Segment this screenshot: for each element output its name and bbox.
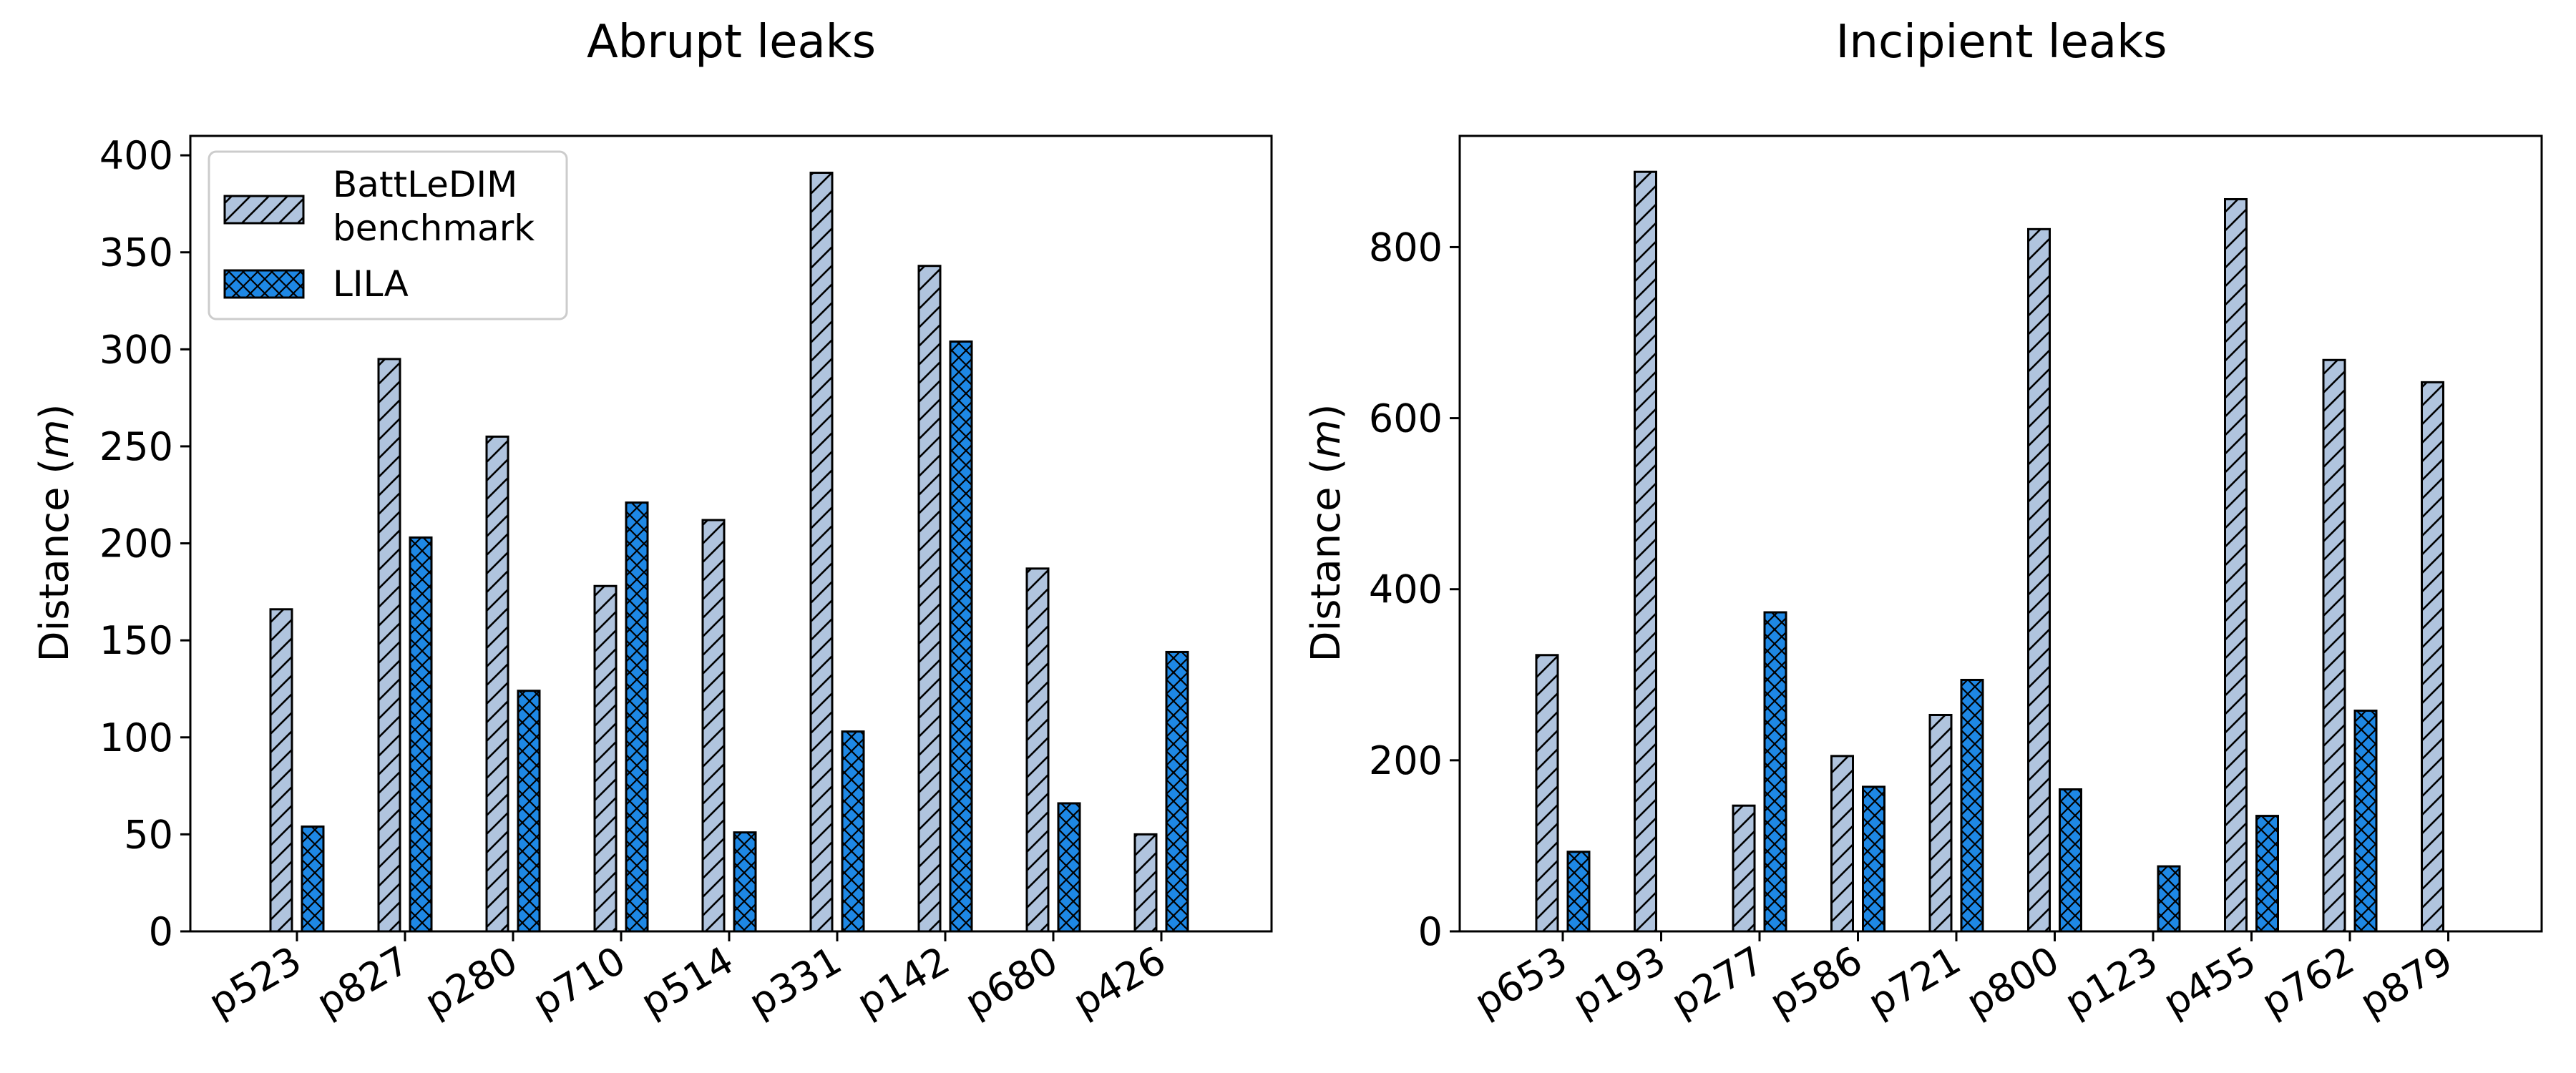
y-axis-label: Distance (m) [1303, 404, 1350, 662]
bar-benchmark [377, 358, 401, 933]
bar-benchmark [917, 265, 942, 933]
x-tick-label: p426 [1065, 938, 1173, 1026]
chart-title: Incipient leaks [1836, 16, 2167, 69]
incipient-leaks-panel: Incipient leaks Distance (m) 0 200 400 600 8… [1303, 16, 2543, 1026]
y-tick-label: 400 [1369, 567, 1443, 612]
x-tick-label: p827 [309, 938, 416, 1026]
bar-lila [1960, 678, 1984, 933]
bar-lila [1566, 851, 1591, 933]
plot-frame [189, 134, 1273, 933]
x-tick-label: p653 [1467, 938, 1574, 1026]
chart-title: Abrupt leaks [587, 16, 876, 69]
legend: BattLeDIM benchmark LILA [208, 150, 568, 320]
x-tick-label: p455 [2156, 938, 2263, 1026]
legend-swatch-benchmark [223, 195, 305, 225]
legend-label-benchmark-line1: BattLeDIM [333, 164, 517, 205]
y-tick-label: 200 [1369, 738, 1443, 783]
bar-benchmark [485, 435, 509, 933]
bar-lila [2157, 865, 2181, 933]
legend-swatch-lila [223, 269, 305, 299]
bar-benchmark [2224, 197, 2248, 933]
plot-frame [1458, 134, 2543, 933]
y-axis-ticks: 0 200 400 600 800 [1369, 225, 1460, 954]
bar-lila [1165, 650, 1189, 933]
y-axis-ticks: 0 50 100 150 200 250 300 350 400 [99, 133, 190, 954]
bar-lila [301, 825, 325, 933]
bar-benchmark [269, 608, 293, 933]
bar-benchmark [2322, 358, 2346, 933]
y-tick-label: 350 [99, 230, 173, 275]
legend-label-benchmark-line2: benchmark [333, 207, 535, 249]
bar-benchmark [593, 584, 618, 933]
bar-lila [517, 690, 541, 933]
bar-lila [1763, 611, 1787, 933]
bar-lila [2255, 815, 2279, 933]
x-tick-label: p800 [1959, 938, 2067, 1026]
x-tick-label: p680 [957, 938, 1065, 1026]
y-tick-label: 250 [99, 424, 173, 469]
bar-benchmark [809, 172, 834, 933]
y-tick-label: 300 [99, 327, 173, 372]
bar-benchmark [1535, 654, 1559, 933]
x-tick-label: p721 [1860, 938, 1968, 1026]
x-tick-label: p523 [201, 938, 308, 1026]
bar-benchmark [1634, 170, 1657, 933]
x-tick-label: p193 [1566, 938, 1673, 1026]
bar-benchmark [1732, 804, 1756, 933]
bar-benchmark [1928, 713, 1953, 933]
y-tick-label: 400 [99, 133, 173, 178]
y-tick-label: 150 [99, 618, 173, 663]
abrupt-leaks-panel: Abrupt leaks Distance (m) 0 50 100 150 200 25… [31, 16, 1273, 1026]
x-tick-label: p514 [633, 938, 741, 1026]
bar-lila [1862, 785, 1885, 933]
bar-benchmark [2027, 227, 2051, 933]
bar-benchmark [1133, 833, 1158, 933]
bar-lila [1057, 802, 1081, 933]
bar-benchmark [2421, 381, 2444, 933]
bar-group [1535, 170, 2444, 933]
x-tick-label: p280 [417, 938, 525, 1026]
y-tick-label: 0 [149, 909, 173, 954]
bar-benchmark [1830, 755, 1854, 933]
x-tick-label: p710 [525, 938, 633, 1026]
y-axis-label: Distance (m) [31, 404, 78, 662]
legend-label-lila: LILA [333, 263, 409, 305]
x-tick-label: p586 [1762, 938, 1870, 1026]
bar-lila [409, 536, 433, 933]
x-tick-label: p142 [849, 938, 957, 1026]
bar-group [269, 172, 1189, 933]
bar-lila [949, 340, 973, 933]
bar-lila [625, 501, 649, 933]
bar-benchmark [1025, 567, 1050, 933]
y-tick-label: 100 [99, 715, 173, 760]
x-tick-label: p331 [741, 938, 849, 1026]
bar-lila [733, 831, 757, 933]
x-tick-label: p762 [2254, 938, 2361, 1026]
x-axis-ticks: p523 p827 p280 p710 p514 p331 p142 p680 p426 [201, 931, 1174, 1026]
x-tick-label: p123 [2057, 938, 2165, 1026]
bar-lila [841, 730, 865, 933]
y-tick-label: 50 [124, 812, 173, 857]
bar-benchmark [701, 519, 726, 933]
y-tick-label: 200 [99, 521, 173, 567]
y-tick-label: 800 [1369, 225, 1443, 270]
bar-lila [2353, 710, 2378, 933]
y-tick-label: 600 [1369, 396, 1443, 441]
x-tick-label: p277 [1664, 938, 1771, 1026]
bar-lila [2059, 788, 2082, 933]
x-tick-label: p879 [2353, 938, 2460, 1026]
y-tick-label: 0 [1418, 909, 1443, 954]
